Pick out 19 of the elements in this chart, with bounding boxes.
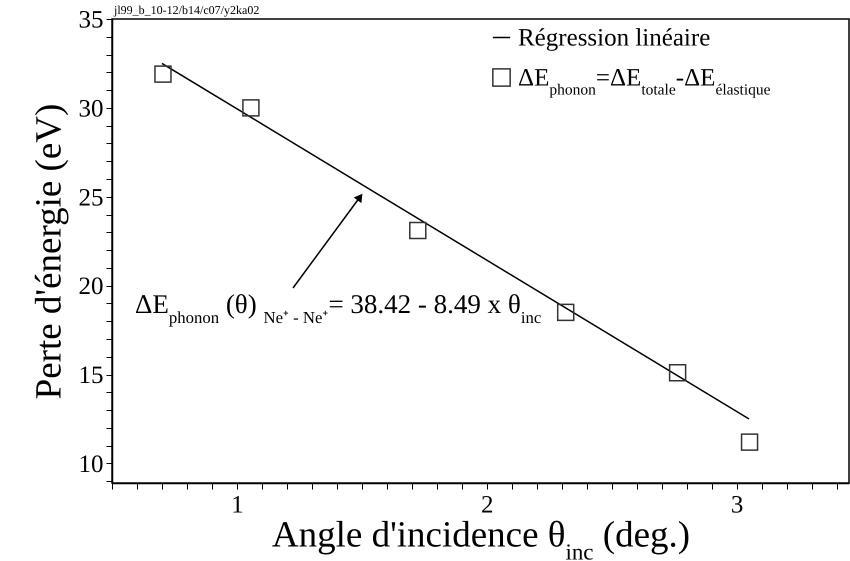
x-tick-label: 3 (730, 492, 744, 518)
legend-label: ΔE$_{phonon}$=ΔE$_{totale}$-ΔE$_{élastique}$ (518, 64, 771, 98)
point (556, 304, 574, 322)
y-axis-title: Perte d'énergie (eV) (28, 104, 70, 400)
annotation: ΔE$_{phonon}$ (θ) $_{Ne⁺ - Ne⁺}$= 38.42 - 8.49 x θ$_{inc}$ (135, 289, 542, 326)
y-tick-label: 25 (78, 184, 104, 212)
point (409, 222, 427, 240)
point (242, 99, 260, 117)
point (154, 65, 172, 83)
x-tick-label: 1 (231, 492, 244, 518)
y-tick-label: 20 (78, 273, 104, 300)
y-tick-label: 15 (78, 362, 104, 390)
point (740, 433, 758, 451)
text: jl99_b_10-12/b14/c07/y2ka02 (113, 3, 260, 17)
legend-label: Régression linéaire (518, 24, 710, 52)
y-tick-label: 10 (78, 450, 104, 478)
point (668, 364, 686, 382)
y-tick-label: 35 (78, 6, 104, 34)
y-tick-label: 30 (78, 95, 104, 122)
